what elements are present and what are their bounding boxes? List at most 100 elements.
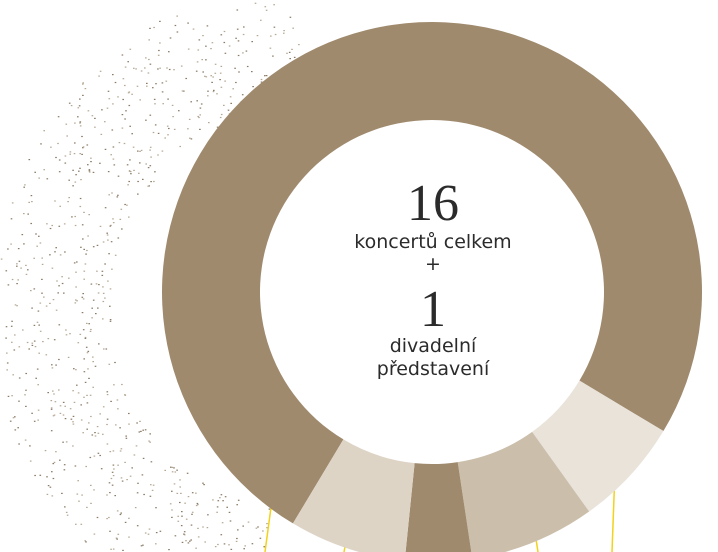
speckle <box>101 270 104 272</box>
speckle <box>41 257 43 259</box>
speckle <box>79 197 82 200</box>
speckle <box>33 257 35 259</box>
speckle <box>80 404 82 406</box>
speckle <box>120 208 123 210</box>
speckle <box>89 394 92 396</box>
speckle <box>39 474 42 476</box>
speckle <box>133 67 135 69</box>
speckle <box>79 167 81 169</box>
speckle <box>147 72 150 74</box>
speckle <box>131 133 133 135</box>
speckle <box>183 90 185 92</box>
speckle <box>242 52 244 54</box>
speckle <box>159 67 161 69</box>
speckle <box>119 450 122 452</box>
speckle <box>108 516 110 519</box>
speckle <box>12 417 15 419</box>
speckle <box>93 533 96 535</box>
speckle <box>171 104 174 106</box>
speckle <box>91 317 93 319</box>
speckle <box>47 338 50 340</box>
donut-slice <box>405 462 472 552</box>
speckle <box>45 354 48 356</box>
speckle <box>200 103 203 105</box>
speckle <box>227 109 230 111</box>
speckle <box>25 372 27 375</box>
speckle <box>124 66 127 68</box>
speckle <box>161 82 164 84</box>
speckle <box>72 423 75 425</box>
speckle <box>51 267 54 269</box>
speckle <box>84 88 87 90</box>
speckle <box>109 305 111 307</box>
speckle <box>14 429 17 431</box>
speckle <box>49 302 51 304</box>
speckle <box>37 409 40 411</box>
speckle <box>49 486 52 488</box>
speckle <box>212 499 214 501</box>
speckle <box>181 515 183 517</box>
speckle <box>81 153 83 155</box>
speckle <box>144 429 147 431</box>
speckle <box>105 348 108 350</box>
speckle <box>179 145 181 148</box>
speckle <box>96 244 99 246</box>
speckle <box>68 102 71 104</box>
speckle <box>223 41 226 44</box>
speckle <box>174 535 177 537</box>
speckle <box>51 495 54 497</box>
speckle <box>204 75 206 77</box>
speckle <box>139 420 141 422</box>
speckle <box>117 96 119 98</box>
speckle <box>142 457 145 459</box>
speckle <box>81 135 83 138</box>
speckle <box>106 494 108 496</box>
speckle <box>128 412 130 415</box>
speckle <box>126 479 128 481</box>
speckle <box>6 352 8 354</box>
speckle <box>14 416 16 418</box>
speckle <box>31 344 34 346</box>
speckle <box>80 246 82 248</box>
speckle <box>195 492 197 494</box>
speckle <box>54 251 56 253</box>
speckle <box>64 506 66 508</box>
speckle <box>237 529 239 531</box>
speckle <box>184 502 186 504</box>
speckle <box>74 215 76 218</box>
speckle <box>260 78 263 81</box>
speckle <box>79 121 82 123</box>
speckle <box>292 27 294 29</box>
speckle <box>133 169 135 171</box>
speckle <box>242 33 245 36</box>
speckle <box>124 203 126 206</box>
speckle <box>23 186 25 188</box>
speckle <box>90 502 92 504</box>
concert-label: koncertů celkem <box>354 231 511 253</box>
speckle <box>31 201 33 203</box>
speckle <box>38 324 40 326</box>
speckle <box>150 156 152 158</box>
speckle <box>164 137 166 139</box>
speckle <box>181 541 184 543</box>
speckle <box>189 137 191 139</box>
speckle <box>27 269 29 271</box>
speckle <box>82 293 84 295</box>
speckle <box>168 68 171 71</box>
speckle <box>86 249 88 252</box>
speckle <box>110 241 113 243</box>
speckle <box>149 433 151 435</box>
speckle <box>191 492 194 494</box>
speckle <box>79 125 82 127</box>
speckle <box>86 322 88 324</box>
speckle <box>28 159 31 161</box>
speckle <box>50 146 52 148</box>
speckle <box>108 363 111 365</box>
speckle <box>199 128 201 130</box>
speckle <box>113 384 115 386</box>
speckle <box>74 224 77 227</box>
speckle <box>125 110 127 112</box>
speckle <box>9 420 12 422</box>
speckle <box>87 368 89 370</box>
speckle <box>196 61 199 63</box>
